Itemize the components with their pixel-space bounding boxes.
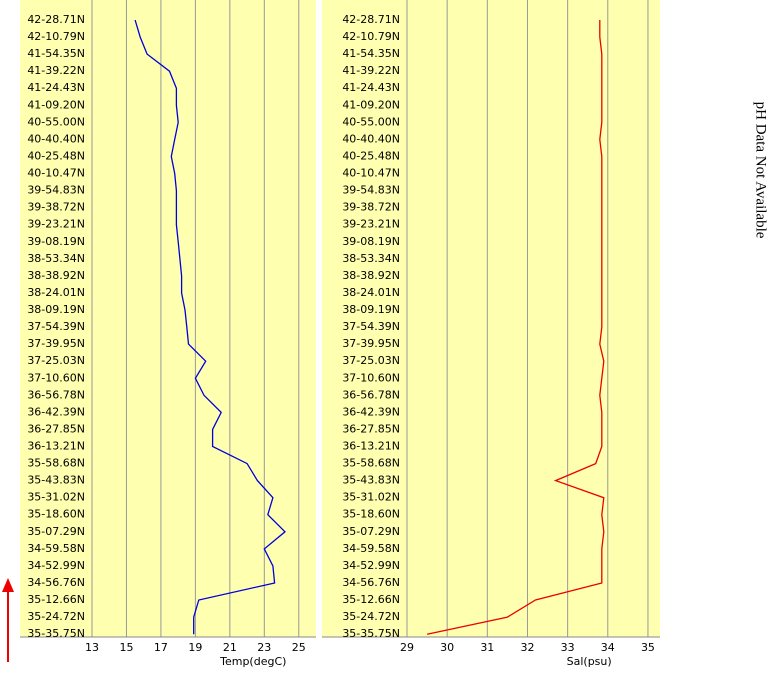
y-tick-label: 35-18.60N [342, 508, 400, 521]
y-tick-label: 39-23.21N [27, 218, 85, 231]
y-tick-label: 38-38.92N [342, 269, 400, 282]
y-tick-label: 35-07.29N [342, 525, 400, 538]
y-tick-label: 34-52.99N [27, 559, 85, 572]
y-tick-label: 40-40.40N [342, 132, 400, 145]
y-tick-label: 41-24.43N [342, 81, 400, 94]
y-tick-label: 35-35.75N [27, 627, 85, 640]
y-tick-label: 39-08.19N [27, 235, 85, 248]
y-tick-label: 35-12.66N [342, 593, 400, 606]
y-tick-label: 35-43.83N [342, 474, 400, 487]
y-tick-label: 41-39.22N [342, 64, 400, 77]
y-tick-label: 39-38.72N [27, 201, 85, 214]
y-tick-label: 41-54.35N [27, 47, 85, 60]
y-tick-label: 36-56.78N [342, 388, 400, 401]
x-tick-label: 15 [119, 641, 133, 654]
y-tick-label: 40-25.48N [342, 149, 400, 162]
x-tick-label: 13 [85, 641, 99, 654]
y-tick-label: 39-08.19N [342, 235, 400, 248]
y-tick-label: 40-10.47N [27, 167, 85, 180]
y-tick-label: 35-07.29N [27, 525, 85, 538]
y-tick-label: 34-59.58N [27, 542, 85, 555]
x-tick-label: 21 [223, 641, 237, 654]
y-tick-label: 38-24.01N [342, 286, 400, 299]
y-tick-label: 38-38.92N [27, 269, 85, 282]
y-tick-label: 35-58.68N [27, 457, 85, 470]
y-tick-label: 40-55.00N [342, 115, 400, 128]
y-tick-label: 39-54.83N [27, 184, 85, 197]
y-tick-label: 34-59.58N [342, 542, 400, 555]
y-tick-label: 40-55.00N [27, 115, 85, 128]
y-tick-label: 38-09.19N [342, 303, 400, 316]
x-tick-label: 17 [154, 641, 168, 654]
y-tick-label: 36-27.85N [27, 422, 85, 435]
y-tick-label: 38-53.34N [342, 252, 400, 265]
y-tick-label: 40-40.40N [27, 132, 85, 145]
y-tick-label: 35-31.02N [27, 491, 85, 504]
arrow-head [2, 578, 14, 592]
y-tick-label: 38-53.34N [27, 252, 85, 265]
y-tick-label: 36-42.39N [342, 405, 400, 418]
y-tick-label: 37-39.95N [27, 337, 85, 350]
y-tick-label: 35-58.68N [342, 457, 400, 470]
y-tick-label: 36-56.78N [27, 388, 85, 401]
x-axis-label: Temp(degC) [219, 655, 286, 668]
y-tick-label: 42-10.79N [342, 30, 400, 43]
y-tick-label: 41-09.20N [27, 98, 85, 111]
x-tick-label: 25 [292, 641, 306, 654]
y-tick-label: 37-39.95N [342, 337, 400, 350]
y-tick-label: 35-24.72N [342, 610, 400, 623]
y-tick-label: 37-54.39N [27, 320, 85, 333]
y-tick-label: 37-10.60N [27, 371, 85, 384]
y-tick-label: 40-10.47N [342, 167, 400, 180]
y-tick-label: 34-56.76N [27, 576, 85, 589]
y-tick-label: 35-12.66N [27, 593, 85, 606]
x-tick-label: 35 [641, 641, 655, 654]
y-tick-label: 41-54.35N [342, 47, 400, 60]
y-tick-label: 37-25.03N [342, 354, 400, 367]
y-tick-label: 36-27.85N [342, 422, 400, 435]
y-tick-label: 41-39.22N [27, 64, 85, 77]
y-tick-label: 42-10.79N [27, 30, 85, 43]
y-tick-label: 36-13.21N [342, 440, 400, 453]
x-tick-label: 30 [440, 641, 454, 654]
x-tick-label: 19 [188, 641, 202, 654]
y-tick-label: 37-10.60N [342, 371, 400, 384]
y-tick-label: 39-38.72N [342, 201, 400, 214]
y-tick-label: 38-09.19N [27, 303, 85, 316]
y-tick-label: 40-25.48N [27, 149, 85, 162]
y-tick-label: 36-42.39N [27, 405, 85, 418]
data-line [134, 19, 286, 635]
y-tick-label: 41-24.43N [27, 81, 85, 94]
y-tick-label: 35-24.72N [27, 610, 85, 623]
y-tick-label: 35-31.02N [342, 491, 400, 504]
y-tick-label: 42-28.71N [342, 13, 400, 26]
y-tick-label: 37-25.03N [27, 354, 85, 367]
x-tick-label: 32 [520, 641, 534, 654]
y-tick-label: 38-24.01N [27, 286, 85, 299]
y-tick-label: 35-35.75N [342, 627, 400, 640]
y-tick-label: 37-54.39N [342, 320, 400, 333]
y-tick-label: 39-54.83N [342, 184, 400, 197]
plot-background [20, 0, 316, 637]
data-line [426, 20, 605, 635]
x-tick-label: 33 [561, 641, 575, 654]
x-tick-label: 29 [400, 641, 414, 654]
y-tick-label: 35-18.60N [27, 508, 85, 521]
x-axis-label: Sal(psu) [567, 655, 612, 668]
y-tick-label: 35-43.83N [27, 474, 85, 487]
y-tick-label: 41-09.20N [342, 98, 400, 111]
x-tick-label: 31 [480, 641, 494, 654]
y-tick-label: 34-56.76N [342, 576, 400, 589]
y-tick-label: 36-13.21N [27, 440, 85, 453]
side-note: pH Data Not Available [753, 102, 769, 239]
y-tick-label: 42-28.71N [27, 13, 85, 26]
x-tick-label: 23 [257, 641, 271, 654]
y-tick-label: 39-23.21N [342, 218, 400, 231]
x-tick-label: 34 [601, 641, 615, 654]
y-tick-label: 34-52.99N [342, 559, 400, 572]
